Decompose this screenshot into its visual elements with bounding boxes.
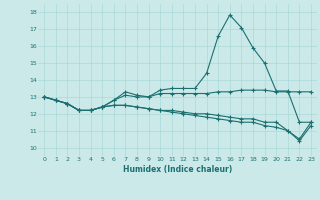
X-axis label: Humidex (Indice chaleur): Humidex (Indice chaleur): [123, 165, 232, 174]
